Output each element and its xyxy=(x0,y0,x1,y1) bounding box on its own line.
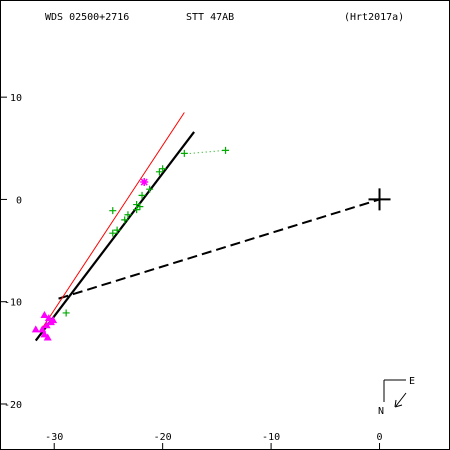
fitted-orbit-line xyxy=(34,131,195,342)
visual-observation-point xyxy=(155,168,163,176)
visual-observation-point xyxy=(222,146,230,154)
x-tick-label: -10 xyxy=(262,432,280,443)
speckle-observation-point xyxy=(43,333,52,341)
visual-observation-point xyxy=(124,211,132,219)
compass-north-label: N xyxy=(378,406,384,417)
visual-observation-point xyxy=(146,185,154,193)
visual-observation-point xyxy=(138,191,146,199)
speckle-observation-point xyxy=(46,318,55,326)
compass-arrow-head xyxy=(394,399,403,408)
compass-east-label: E xyxy=(409,376,415,387)
y-tick-label: 10 xyxy=(10,93,22,104)
visual-observation-point xyxy=(159,165,167,173)
y-tick-label: -20 xyxy=(4,400,22,411)
visual-observation-point xyxy=(109,207,117,215)
speckle-observation-point xyxy=(38,325,47,333)
x-tick-label: 0 xyxy=(377,432,383,443)
visual-observation-point xyxy=(180,149,188,157)
observation-points xyxy=(31,146,230,341)
visual-observation-point xyxy=(133,201,141,209)
y-ticks: 10 0 -10 -20 xyxy=(1,93,22,411)
visual-observation-point xyxy=(113,226,121,234)
speckle-observation-point xyxy=(40,330,49,338)
speckle-observation-point xyxy=(40,311,49,318)
speckle-observation-point xyxy=(31,325,40,333)
visual-observation-point xyxy=(109,229,117,237)
primary-star-cross xyxy=(368,188,391,211)
compass-motion-arrow xyxy=(395,392,407,407)
visual-observation-point xyxy=(121,216,129,224)
node-dashed-line xyxy=(58,198,380,300)
header-wds: WDS 02500+2716 xyxy=(45,12,129,23)
speckle-observation-point xyxy=(42,321,51,329)
x-tick-label: -30 xyxy=(45,432,63,443)
marked-speckle-point xyxy=(140,178,149,187)
orbit-lines xyxy=(34,112,380,342)
compass: E N xyxy=(378,376,415,417)
x-tick-label: -20 xyxy=(154,432,172,443)
reference-orbit-line xyxy=(39,112,185,332)
x-ticks: -30 -20 -10 0 xyxy=(45,432,383,449)
visual-observation-point xyxy=(62,309,70,317)
header-ref: (Hrt2017a) xyxy=(344,12,404,23)
y-tick-label: 0 xyxy=(16,195,22,206)
primary-star-marker xyxy=(368,188,391,211)
header-pair: STT 47AB xyxy=(186,12,234,23)
y-tick-label: -10 xyxy=(4,298,22,309)
